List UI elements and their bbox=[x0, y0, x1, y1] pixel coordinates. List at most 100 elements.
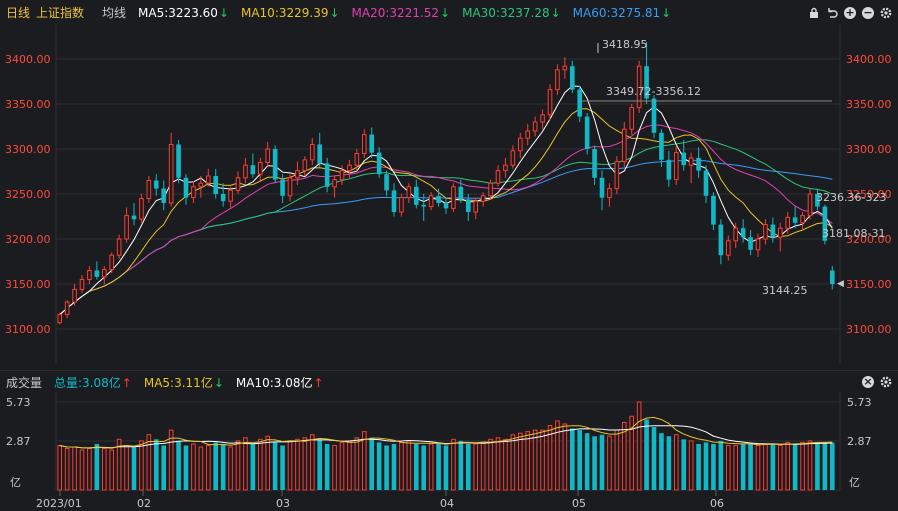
candle[interactable] bbox=[176, 140, 181, 184]
candle[interactable] bbox=[465, 194, 471, 221]
candle[interactable] bbox=[317, 132, 323, 167]
candle[interactable] bbox=[673, 145, 679, 185]
candle[interactable] bbox=[644, 41, 649, 104]
candle[interactable] bbox=[131, 203, 137, 226]
candle[interactable] bbox=[309, 138, 315, 166]
period-label[interactable]: 日线 bbox=[6, 6, 31, 20]
candle[interactable] bbox=[250, 153, 256, 178]
candle[interactable] bbox=[763, 219, 768, 245]
candle[interactable] bbox=[517, 132, 523, 158]
candle[interactable] bbox=[354, 149, 360, 171]
candle[interactable] bbox=[94, 261, 100, 280]
candle[interactable] bbox=[451, 183, 456, 212]
candle[interactable] bbox=[569, 60, 575, 94]
candle[interactable] bbox=[740, 219, 746, 243]
candle[interactable] bbox=[339, 165, 345, 185]
candle[interactable] bbox=[376, 147, 382, 178]
candle[interactable] bbox=[101, 266, 107, 284]
candle[interactable] bbox=[659, 129, 664, 167]
candle[interactable] bbox=[555, 64, 560, 95]
candle[interactable] bbox=[391, 183, 397, 217]
candle[interactable] bbox=[577, 86, 583, 122]
candle[interactable] bbox=[458, 179, 464, 203]
candle[interactable] bbox=[406, 183, 412, 203]
candle[interactable] bbox=[696, 147, 701, 178]
candle[interactable] bbox=[87, 266, 92, 284]
candle[interactable] bbox=[540, 109, 545, 130]
candle[interactable] bbox=[562, 57, 568, 79]
candle[interactable] bbox=[829, 266, 835, 290]
candle[interactable] bbox=[473, 197, 479, 220]
candle[interactable] bbox=[436, 188, 441, 207]
candle[interactable] bbox=[495, 165, 501, 187]
candle[interactable] bbox=[428, 192, 434, 211]
candle[interactable] bbox=[124, 207, 129, 243]
candle[interactable] bbox=[770, 217, 776, 243]
candle[interactable] bbox=[64, 300, 70, 319]
candle[interactable] bbox=[295, 161, 300, 185]
candle[interactable] bbox=[361, 129, 367, 158]
candle[interactable] bbox=[636, 60, 642, 113]
candle[interactable] bbox=[191, 181, 196, 203]
candle[interactable] bbox=[72, 284, 77, 306]
candle[interactable] bbox=[785, 212, 791, 234]
zoom-out-icon[interactable]: − bbox=[862, 5, 874, 19]
candle[interactable] bbox=[79, 275, 85, 293]
candle[interactable] bbox=[666, 150, 672, 187]
candle[interactable] bbox=[257, 158, 263, 181]
candle[interactable] bbox=[324, 158, 330, 193]
candle[interactable] bbox=[488, 179, 493, 200]
candle[interactable] bbox=[205, 168, 211, 187]
candle[interactable] bbox=[592, 145, 597, 185]
candle[interactable] bbox=[621, 122, 627, 167]
candle[interactable] bbox=[629, 104, 635, 135]
candle[interactable] bbox=[755, 233, 761, 257]
candle[interactable] bbox=[584, 113, 590, 155]
candle[interactable] bbox=[822, 204, 828, 245]
ma-toggle[interactable]: 均线 bbox=[102, 6, 127, 20]
candle[interactable] bbox=[302, 156, 308, 176]
candle[interactable] bbox=[146, 176, 152, 203]
candle[interactable] bbox=[109, 252, 115, 274]
candle[interactable] bbox=[532, 116, 538, 137]
candle[interactable] bbox=[480, 192, 486, 207]
settings-icon[interactable] bbox=[880, 376, 892, 388]
candle[interactable] bbox=[547, 84, 553, 121]
candle[interactable] bbox=[384, 170, 389, 196]
candle[interactable] bbox=[228, 186, 233, 208]
candle[interactable] bbox=[725, 235, 731, 261]
candle[interactable] bbox=[421, 194, 427, 221]
candle[interactable] bbox=[265, 141, 271, 167]
candle[interactable] bbox=[733, 222, 739, 248]
price-chart[interactable]: 3400.00 3350.00 3300.00 3250.00 3200.00 3150.… bbox=[0, 25, 898, 370]
candle[interactable] bbox=[651, 95, 657, 139]
candle[interactable] bbox=[213, 168, 219, 199]
candle[interactable] bbox=[800, 212, 805, 230]
candle[interactable] bbox=[688, 152, 694, 184]
candle[interactable] bbox=[525, 123, 531, 146]
candle[interactable] bbox=[332, 176, 337, 198]
candle[interactable] bbox=[183, 174, 189, 205]
candle[interactable] bbox=[235, 171, 241, 195]
candle[interactable] bbox=[807, 188, 813, 220]
candle[interactable] bbox=[614, 156, 620, 194]
candle[interactable] bbox=[347, 159, 352, 178]
candle[interactable] bbox=[369, 127, 375, 158]
candle[interactable] bbox=[57, 312, 63, 325]
candle[interactable] bbox=[607, 183, 612, 207]
candle[interactable] bbox=[510, 145, 516, 169]
candle[interactable] bbox=[443, 197, 449, 214]
candle[interactable] bbox=[168, 132, 174, 207]
candle[interactable] bbox=[399, 194, 404, 217]
candle[interactable] bbox=[777, 222, 783, 252]
candle[interactable] bbox=[703, 165, 709, 203]
candle[interactable] bbox=[280, 174, 285, 203]
zoom-in-icon[interactable]: + bbox=[844, 5, 856, 19]
candle[interactable] bbox=[116, 234, 122, 259]
settings-icon[interactable] bbox=[880, 7, 892, 19]
volume-chart[interactable]: 5.73 2.87 亿 5.73 2.87 亿 2023/01 02 03 04 05 0… bbox=[0, 392, 898, 511]
candle[interactable] bbox=[792, 206, 798, 229]
undo-icon[interactable] bbox=[826, 7, 838, 19]
candle[interactable] bbox=[198, 176, 204, 198]
candle[interactable] bbox=[599, 170, 605, 211]
